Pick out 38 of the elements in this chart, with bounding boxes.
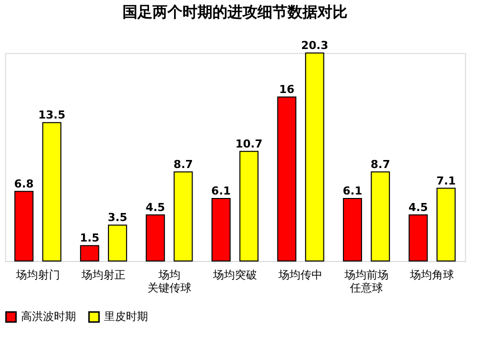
- data-label: 10.7: [235, 137, 263, 150]
- data-label: 1.5: [80, 232, 100, 245]
- data-label: 6.8: [14, 177, 34, 190]
- bar: [108, 224, 128, 262]
- x-tick-label: 场均前场任意球: [343, 268, 388, 294]
- data-label: 7.1: [436, 174, 456, 188]
- bar: [436, 188, 456, 262]
- bar: [277, 96, 296, 262]
- data-label: 13.5: [38, 108, 66, 122]
- x-tick-label: 场均角球: [409, 268, 454, 282]
- x-tick-label: 场均关键传球: [147, 268, 192, 294]
- bar: [408, 214, 428, 262]
- x-tick-label: 场均突破: [212, 268, 257, 282]
- bar: [42, 122, 62, 262]
- data-label: 20.3: [301, 39, 328, 52]
- bar: [342, 198, 362, 262]
- legend-label: 高洪波时期: [21, 310, 76, 323]
- x-tick-label: 场均传中: [278, 268, 323, 282]
- bar: [212, 198, 231, 262]
- chart-title: 国足两个时期的进攻细节数据对比: [122, 3, 348, 21]
- bar: [146, 214, 165, 262]
- data-label: 6.1: [342, 184, 362, 198]
- data-label: 8.7: [173, 158, 193, 171]
- bar: [174, 171, 193, 262]
- legend-label: 里皮时期: [104, 310, 148, 323]
- bar: [80, 245, 100, 262]
- x-tick-label: 场均射门: [14, 268, 60, 282]
- data-label: 8.7: [370, 158, 390, 171]
- x-tick-label: 场均射正: [80, 268, 126, 282]
- bar: [370, 171, 390, 262]
- data-label: 4.5: [146, 200, 166, 214]
- data-label: 3.5: [108, 211, 128, 224]
- bar: [239, 150, 258, 262]
- data-label: 4.5: [408, 200, 428, 214]
- bar: [14, 190, 34, 262]
- data-label: 6.1: [211, 184, 231, 198]
- bar: [305, 52, 324, 262]
- data-label: 16: [279, 83, 295, 96]
